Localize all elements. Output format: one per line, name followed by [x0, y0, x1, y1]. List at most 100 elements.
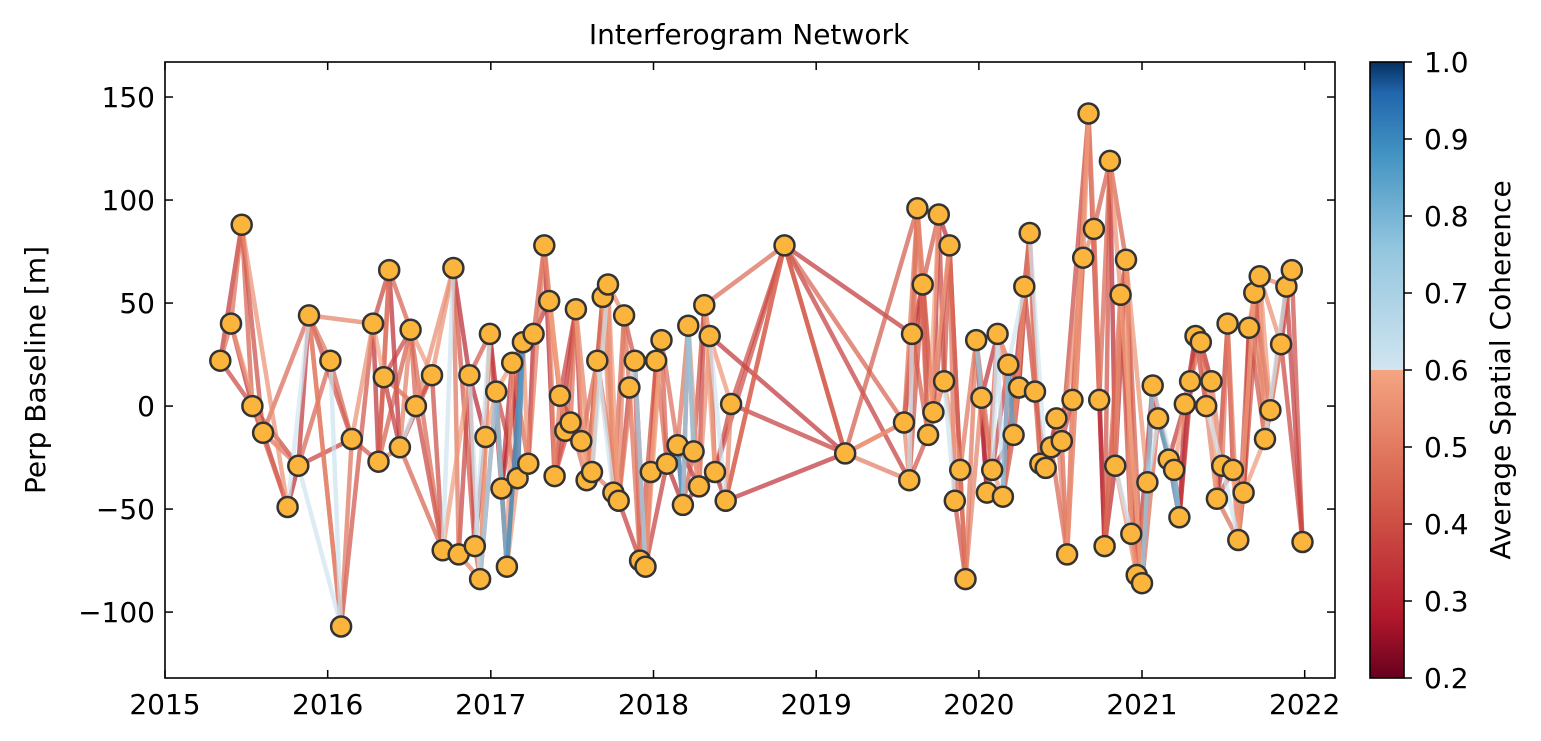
acquisition-point: [1173, 392, 1197, 416]
plot-frame: [164, 61, 1336, 679]
colorbar-tick-label: 0.3: [1424, 585, 1469, 618]
interferogram-pair: [296, 358, 333, 469]
acquisition-point: [1109, 283, 1132, 307]
interferogram-pair: [728, 401, 848, 456]
acquisition-point: [1114, 248, 1138, 272]
x-tick-label: 2022: [1269, 688, 1340, 721]
acquisition-point: [1146, 407, 1170, 430]
interferogram-pair: [1027, 230, 1048, 471]
acquisition-point: [319, 349, 342, 372]
interferogram-pair: [907, 331, 915, 483]
acquisition-point: [1023, 380, 1047, 403]
acquisition-point: [251, 421, 275, 445]
acquisition-point: [1045, 407, 1068, 430]
interferogram-pair: [456, 372, 472, 557]
x-axis-ticks: 2015 2016 2017 2018 2019 2020 2021 2022: [129, 62, 1340, 721]
acquisition-point: [833, 442, 857, 465]
acquisition-point: [1200, 370, 1223, 393]
acquisition-point: [677, 314, 700, 337]
acquisition-point: [906, 197, 929, 220]
interferogram-pair: [1113, 463, 1134, 537]
acquisition-point: [964, 328, 988, 352]
acquisition-point: [623, 349, 647, 372]
acquisition-point: [442, 256, 465, 280]
colorbar-ticks: 0.2 0.3 0.4 0.5 0.6 0.7 0.8 0.9 1.0: [1404, 46, 1469, 695]
interferogram-pair-high-coherence: [493, 389, 504, 491]
interferogram-pair: [979, 395, 995, 473]
interferogram-pair: [1091, 226, 1102, 403]
acquisition-point: [943, 489, 967, 513]
acquisition-point: [644, 349, 668, 372]
colorbar-label: Average Spatial Coherence: [1484, 180, 1517, 559]
x-tick-label: 2018: [618, 688, 689, 721]
acquisition-point: [1061, 388, 1084, 412]
acquisition-point: [719, 392, 743, 416]
acquisition-point: [276, 495, 299, 519]
interferogram-pair: [616, 313, 627, 504]
acquisition-point: [367, 450, 390, 473]
y-tick-label: 100: [102, 184, 155, 217]
acquisition-point: [586, 349, 609, 372]
interferogram-pair: [239, 222, 255, 409]
interferogram-pair: [306, 313, 344, 629]
interferogram-pair: [728, 243, 787, 407]
interferogram-pair: [397, 327, 413, 450]
acquisition-point: [1259, 398, 1282, 422]
acquisition-point: [522, 322, 545, 346]
interferogram-pair: [605, 282, 621, 504]
interferogram-pair: [376, 374, 387, 464]
acquisition-point: [570, 429, 593, 453]
acquisition-point: [970, 386, 993, 410]
interferogram-pair: [1289, 267, 1305, 545]
acquisition-point: [693, 293, 716, 317]
acquisition-point: [1120, 522, 1143, 546]
acquisition-point: [980, 458, 1004, 482]
y-axis-label: Perp Baseline [m]: [19, 246, 52, 494]
interferogram-pair: [239, 222, 290, 510]
interferogram-pair: [723, 451, 848, 504]
interferogram-pair: [842, 206, 920, 456]
acquisition-point: [922, 400, 945, 424]
acquisition-point: [1055, 543, 1079, 566]
interferogram-pair: [1219, 463, 1241, 543]
acquisition-point: [241, 394, 264, 418]
interferogram-pair: [1278, 341, 1305, 545]
acquisition-point: [618, 376, 641, 399]
acquisition-point: [361, 312, 385, 335]
interferogram-pair: [707, 333, 848, 456]
acquisition-point: [1077, 102, 1100, 125]
acquisition-point: [420, 363, 444, 387]
acquisition-point: [1205, 487, 1229, 511]
acquisition-point: [1071, 246, 1095, 269]
y-tick-label: −50: [96, 493, 155, 526]
acquisition-point: [892, 411, 916, 434]
acquisition-point: [1034, 456, 1057, 480]
interferogram-pair: [782, 243, 915, 337]
acquisition-point: [1050, 429, 1074, 453]
interferogram-pair: [440, 265, 456, 553]
colorbar-tick-label: 0.5: [1424, 431, 1469, 464]
acquisition-point: [463, 534, 487, 558]
interferogram-pair: [397, 445, 445, 553]
interferogram-pair: [842, 451, 912, 483]
acquisition-point: [1189, 330, 1213, 354]
interferogram-pair: [589, 282, 611, 475]
x-tick-label: 2019: [781, 688, 852, 721]
acquisition-point: [458, 363, 481, 387]
interferogram-pair: [285, 313, 312, 510]
colorbar-tick-label: 1.0: [1424, 46, 1469, 79]
acquisition-point: [468, 567, 492, 591]
acquisition-point: [1162, 458, 1186, 482]
x-tick-label: 2017: [455, 688, 526, 721]
acquisition-point: [219, 312, 243, 335]
acquisition-point: [911, 273, 934, 296]
interferogram-pair: [963, 395, 984, 582]
interferogram-pair: [526, 243, 547, 466]
acquisition-point: [682, 440, 705, 463]
interferogram-pair: [429, 265, 456, 378]
acquisition-point: [209, 349, 232, 372]
interferogram-pair: [296, 463, 344, 629]
acquisition-point: [580, 460, 604, 484]
acquisition-point: [495, 555, 519, 578]
